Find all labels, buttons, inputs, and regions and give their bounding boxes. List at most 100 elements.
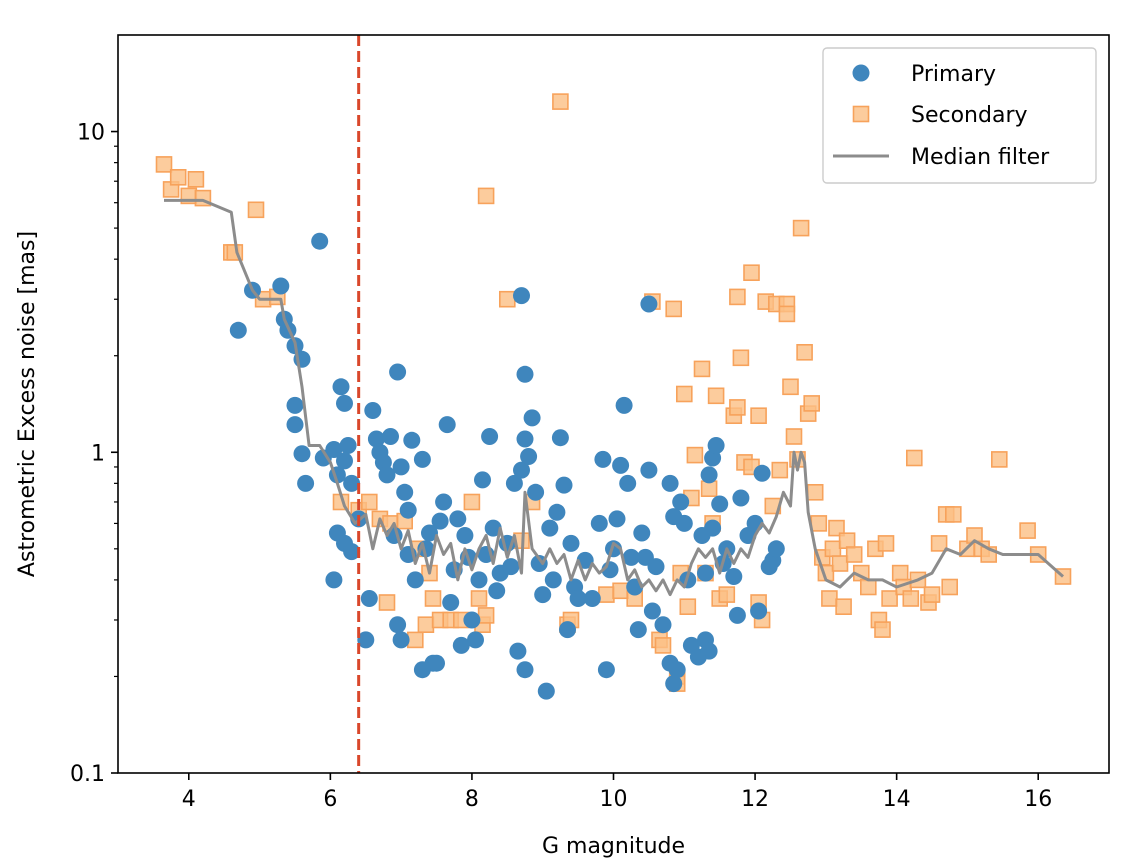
secondary-point-99: [891, 564, 909, 582]
primary-point-48: [413, 661, 431, 679]
secondary-point-26: [463, 493, 481, 511]
secondary-point-61: [732, 349, 750, 367]
secondary-point-30: [477, 187, 495, 205]
secondary-point-86: [824, 540, 842, 558]
y-tick-label-1: 1: [91, 441, 105, 466]
primary-point-7: [286, 396, 304, 414]
secondary-point-93: [859, 578, 877, 596]
secondary-point-78: [796, 343, 813, 361]
primary-point-64: [484, 519, 502, 537]
primary-point-110: [647, 558, 665, 576]
primary-point-128: [700, 642, 718, 660]
secondary-point-115: [1019, 522, 1036, 539]
primary-point-28: [367, 430, 385, 448]
x-tick-label-1: 6: [323, 787, 337, 812]
primary-point-82: [541, 519, 559, 537]
primary-point-129: [704, 519, 722, 537]
primary-point-19: [343, 474, 361, 492]
primary-point-59: [467, 631, 484, 649]
secondary-point-102: [905, 449, 923, 467]
primary-point-76: [523, 409, 541, 427]
primary-point-36: [396, 483, 414, 501]
primary-point-9: [293, 445, 311, 463]
primary-point-34: [389, 363, 407, 381]
primary-point-39: [389, 616, 407, 634]
primary-point-40: [392, 631, 410, 649]
secondary-point-20: [417, 616, 435, 634]
secondary-point-57: [718, 586, 736, 603]
y-tick-label-0: 0.1: [70, 762, 105, 787]
x-tick-label-0: 4: [182, 787, 196, 812]
primary-point-32: [382, 428, 399, 445]
primary-point-17: [339, 437, 357, 454]
primary-point-58: [463, 611, 481, 629]
secondary-point-34: [552, 93, 569, 110]
primary-point-60: [470, 571, 488, 589]
secondary-point-60: [729, 288, 746, 306]
primary-point-27: [364, 402, 382, 419]
secondary-point-97: [877, 535, 895, 552]
primary-point-116: [668, 661, 686, 679]
primary-point-13: [325, 441, 343, 458]
primary-point-75: [520, 448, 538, 465]
secondary-point-31: [498, 290, 516, 308]
secondary-point-66: [750, 407, 767, 425]
secondary-point-85: [821, 590, 838, 607]
x-tick-label-5: 14: [883, 787, 911, 812]
primary-point-54: [449, 510, 467, 528]
primary-point-22: [343, 543, 361, 561]
primary-point-94: [594, 450, 612, 468]
x-axis-label: G magnitude: [542, 834, 685, 859]
primary-point-71: [513, 461, 530, 479]
x-tick-label-3: 10: [600, 787, 628, 812]
secondary-point-4: [187, 171, 205, 188]
primary-point-42: [406, 571, 424, 589]
primary-point-63: [481, 428, 499, 445]
primary-point-126: [707, 437, 725, 454]
secondary-point-80: [803, 395, 821, 412]
secondary-point-43: [665, 300, 683, 318]
secondary-point-59: [729, 399, 746, 416]
secondary-point-82: [810, 515, 828, 532]
secondary-point-47: [675, 385, 693, 403]
secondary-point-22: [424, 590, 442, 607]
primary-point-130: [711, 495, 729, 513]
secondary-point-77: [792, 219, 810, 237]
secondary-point-51: [693, 360, 711, 378]
secondary-point-74: [782, 378, 799, 396]
x-tick-label-2: 8: [465, 787, 479, 812]
primary-point-69: [505, 474, 523, 492]
secondary-point-48: [679, 598, 697, 616]
secondary-point-0: [155, 156, 173, 173]
primary-point-11: [311, 232, 329, 250]
secondary-point-13: [360, 493, 378, 511]
primary-point-105: [633, 524, 651, 542]
primary-point-74: [516, 430, 534, 448]
primary-point-15: [332, 378, 350, 396]
primary-point-56: [456, 527, 474, 544]
primary-point-101: [619, 474, 637, 492]
secondary-point-18: [406, 631, 424, 649]
secondary-point-37: [598, 586, 615, 603]
primary-point-65: [488, 582, 506, 600]
x-tick-label-6: 16: [1024, 787, 1052, 812]
primary-point-18: [336, 452, 353, 470]
primary-point-86: [555, 476, 573, 494]
primary-point-43: [413, 450, 431, 468]
primary-point-111: [654, 616, 672, 634]
primary-point-2: [272, 277, 290, 295]
primary-point-26: [360, 590, 378, 607]
primary-point-93: [590, 514, 608, 532]
primary-point-142: [767, 540, 785, 558]
primary-point-68: [502, 558, 520, 576]
secondary-point-89: [835, 598, 852, 616]
primary-point-10: [297, 474, 315, 492]
series-median-filter: [164, 198, 1064, 597]
primary-point-95: [597, 661, 615, 679]
secondary-point-73: [778, 305, 796, 323]
primary-point-61: [474, 471, 491, 489]
y-axis-label: Astrometric Excess noise [mas]: [15, 231, 40, 577]
primary-point-49: [431, 512, 449, 530]
secondary-point-50: [686, 446, 704, 464]
